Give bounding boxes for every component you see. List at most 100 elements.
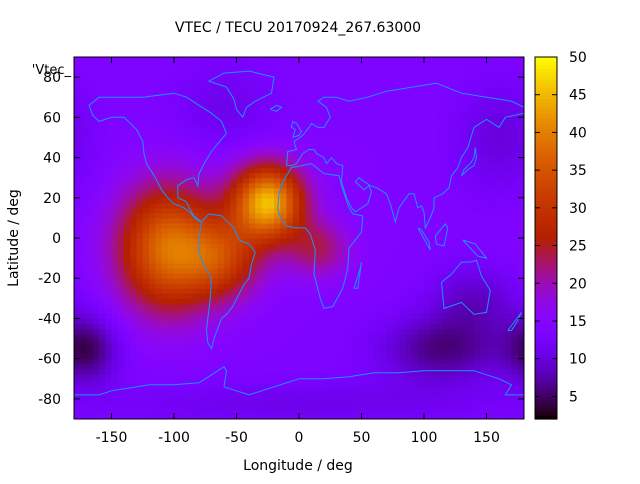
heatmap-cell [249, 338, 256, 345]
heatmap-cell [442, 323, 450, 330]
heatmap-cell [286, 348, 294, 355]
heatmap-cell [449, 102, 456, 108]
heatmap-cell [386, 338, 394, 345]
heatmap-cell [274, 343, 281, 350]
heatmap-cell [130, 137, 138, 144]
heatmap-cell [149, 177, 156, 184]
heatmap-cell [367, 227, 375, 234]
heatmap-cell [392, 243, 400, 249]
heatmap-cell [330, 62, 338, 68]
heatmap-cell [355, 323, 363, 330]
heatmap-cell [255, 263, 263, 269]
heatmap-cell [230, 283, 238, 289]
heatmap-cell [105, 127, 113, 134]
heatmap-cell [249, 137, 256, 144]
heatmap-cell [349, 147, 356, 154]
heatmap-cell [167, 343, 175, 350]
heatmap-cell [130, 393, 138, 400]
heatmap-cell [317, 197, 325, 204]
heatmap-cell [117, 147, 125, 154]
heatmap-cell [242, 293, 250, 299]
heatmap-cell [467, 72, 475, 78]
heatmap-cell [392, 222, 400, 229]
heatmap-cell [486, 62, 494, 68]
heatmap-cell [342, 298, 350, 304]
heatmap-cell [411, 167, 419, 174]
heatmap-cell [161, 92, 169, 98]
heatmap-cell [224, 202, 231, 209]
heatmap-cell [267, 122, 275, 128]
heatmap-cell [299, 258, 306, 264]
heatmap-cell [86, 373, 94, 380]
heatmap-cell [80, 62, 88, 68]
heatmap-cell [261, 288, 269, 294]
heatmap-cell [436, 373, 444, 380]
heatmap-cell [317, 142, 325, 149]
heatmap-cell [267, 333, 275, 340]
heatmap-cell [80, 378, 88, 385]
heatmap-cell [474, 87, 481, 93]
heatmap-cell [149, 313, 156, 320]
heatmap-cell [417, 258, 425, 264]
heatmap-cell [205, 62, 213, 68]
heatmap-cell [255, 368, 263, 375]
heatmap-cell [461, 383, 469, 390]
heatmap-cell [405, 172, 413, 179]
heatmap-cell [430, 97, 438, 103]
heatmap-cell [411, 268, 419, 274]
heatmap-cell [217, 378, 225, 385]
heatmap-cell [386, 238, 394, 244]
heatmap-cell [117, 258, 125, 264]
heatmap-cell [499, 348, 506, 355]
heatmap-cell [480, 132, 488, 139]
heatmap-cell [217, 167, 225, 174]
heatmap-cell [492, 363, 500, 370]
heatmap-cell [399, 117, 406, 123]
heatmap-cell [399, 227, 406, 234]
heatmap-cell [242, 358, 250, 365]
heatmap-cell [449, 232, 456, 239]
heatmap-cell [236, 142, 244, 149]
heatmap-cell [167, 112, 175, 118]
heatmap-cell [92, 222, 100, 229]
heatmap-cell [142, 187, 150, 194]
heatmap-cell [417, 207, 425, 214]
heatmap-cell [136, 222, 144, 229]
heatmap-cell [224, 147, 231, 154]
heatmap-cell [249, 77, 256, 83]
heatmap-cell [249, 403, 256, 410]
heatmap-cell [311, 72, 319, 78]
heatmap-cell [161, 212, 169, 219]
heatmap-cell [111, 388, 119, 395]
heatmap-cell [292, 373, 300, 380]
heatmap-cell [236, 248, 244, 254]
heatmap-cell [236, 67, 244, 73]
heatmap-cell [467, 232, 475, 239]
heatmap-cell [199, 57, 206, 63]
heatmap-cell [417, 293, 425, 299]
heatmap-cell [130, 117, 138, 123]
heatmap-cell [249, 197, 256, 204]
heatmap-cell [192, 167, 200, 174]
heatmap-cell [261, 227, 269, 234]
heatmap-cell [349, 358, 356, 365]
heatmap-cell [392, 278, 400, 284]
heatmap-cell [411, 348, 419, 355]
heatmap-cell [386, 358, 394, 365]
heatmap-cell [442, 393, 450, 400]
heatmap-cell [430, 288, 438, 294]
heatmap-cell [130, 328, 138, 335]
heatmap-cell [80, 112, 88, 118]
heatmap-cell [211, 258, 219, 264]
heatmap-cell [199, 232, 206, 239]
heatmap-cell [486, 253, 494, 259]
heatmap-cell [499, 383, 506, 390]
heatmap-cell [174, 363, 181, 370]
heatmap-cell [124, 172, 131, 179]
heatmap-cell [117, 243, 125, 249]
heatmap-cell [224, 413, 231, 419]
heatmap-cell [292, 192, 300, 199]
heatmap-cell [199, 102, 206, 108]
heatmap-cell [355, 363, 363, 370]
heatmap-cell [311, 192, 319, 199]
